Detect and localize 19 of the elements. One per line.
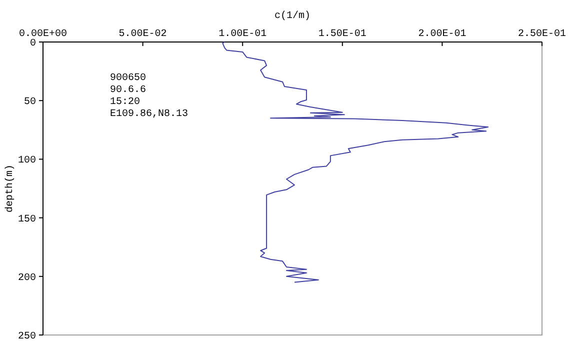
y-tick-label: 100 (18, 156, 36, 167)
annotation: E109.86,N8.13 (110, 109, 188, 120)
y-tick-label: 200 (18, 272, 36, 284)
y-axis-title: depth(m) (4, 164, 16, 213)
x-tick-label: 0.00E+00 (18, 29, 68, 40)
annotation: 15:20 (110, 97, 140, 108)
y-tick-label: 250 (18, 332, 36, 342)
x-tick-label: 2.00E-01 (418, 29, 466, 40)
line-series (222, 42, 489, 283)
annotation: 90.6.6 (110, 85, 146, 96)
x-tick-label: 5.00E-02 (118, 29, 167, 40)
x-tick-label: 2.50E-01 (518, 29, 566, 40)
y-tick-label: 0 (30, 38, 36, 50)
x-tick-label: 1.50E-01 (318, 29, 366, 40)
y-tick-label: 150 (18, 214, 36, 226)
x-axis-title: c(1/m) (274, 10, 311, 22)
y-tick-label: 50 (24, 97, 36, 108)
x-tick-label: 1.00E-01 (218, 29, 267, 40)
annotation: 900650 (110, 73, 146, 84)
